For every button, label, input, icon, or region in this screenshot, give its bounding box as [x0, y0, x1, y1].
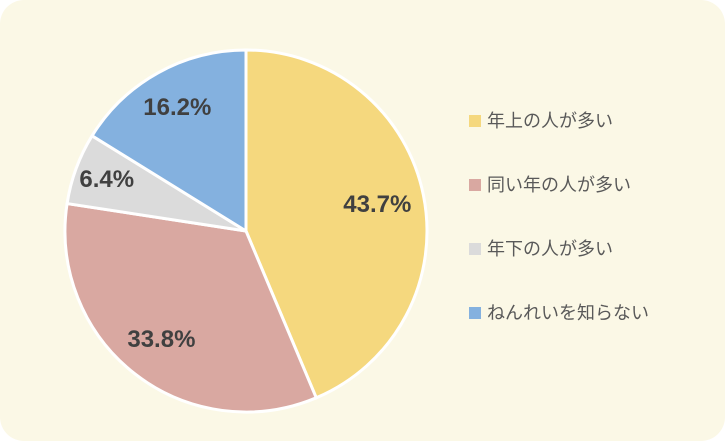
legend-item-2: 年下の人が多い: [469, 236, 649, 262]
pie-value-label-2: 6.4%: [79, 166, 134, 193]
legend-label: ねんれいを知らない: [487, 303, 649, 323]
legend-label: 同い年の人が多い: [487, 175, 631, 195]
pie-slice-1: [63, 202, 318, 414]
pie-slice-3: [90, 48, 248, 233]
legend-swatch-icon: [469, 179, 481, 191]
legend-item-0: 年上の人が多い: [469, 108, 649, 134]
legend-label: 年上の人が多い: [487, 111, 613, 131]
legend-item-3: ねんれいを知らない: [469, 300, 649, 326]
pie-slice-0: [244, 48, 429, 400]
pie-slices-group: [63, 48, 429, 414]
pie-value-labels-group: 43.7% 33.8% 6.4% 16.2%: [79, 94, 411, 353]
legend-swatch-icon: [469, 115, 481, 127]
pie-value-label-1: 33.8%: [127, 326, 195, 353]
legend-label: 年下の人が多い: [487, 239, 613, 259]
legend-swatch-icon: [469, 307, 481, 319]
pie-value-label-0: 43.7%: [343, 191, 411, 218]
pie-value-label-3: 16.2%: [143, 94, 211, 121]
legend-swatch-icon: [469, 243, 481, 255]
legend-item-1: 同い年の人が多い: [469, 172, 649, 198]
chart-legend: 年上の人が多い 同い年の人が多い 年下の人が多いねんれいを知らない: [469, 108, 649, 364]
